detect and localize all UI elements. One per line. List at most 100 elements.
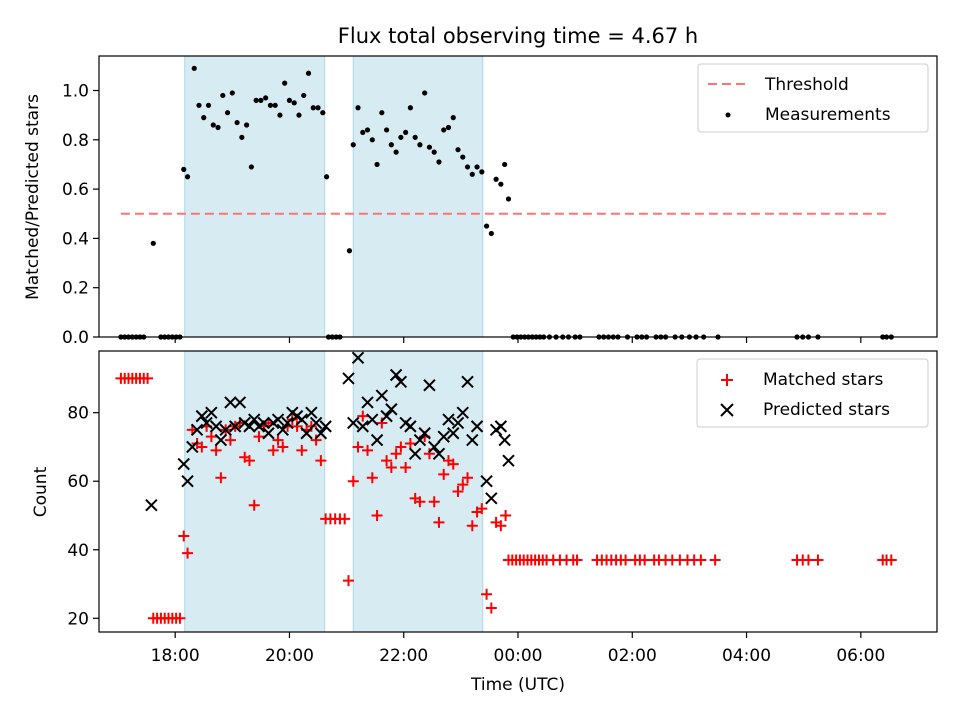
predicted-star-marker — [186, 440, 199, 454]
measurement-point — [196, 102, 202, 108]
shaded-interval — [184, 350, 326, 633]
predicted-star-marker — [494, 420, 508, 433]
matched-star-marker — [390, 448, 402, 460]
predicted-star-marker — [271, 413, 285, 426]
legend-matched-swatch — [721, 374, 733, 386]
x-tick-label: 18:00 — [151, 646, 200, 666]
matched-star-marker — [457, 479, 469, 491]
measurement-point — [267, 102, 274, 108]
matched-star-marker — [433, 516, 445, 528]
predicted-star-marker — [480, 475, 493, 488]
measurement-point — [253, 97, 259, 103]
matched-star-marker — [495, 520, 507, 532]
matched-star-marker — [452, 486, 464, 497]
matched-star-marker — [571, 554, 583, 566]
predicted-star-marker — [145, 498, 158, 512]
x-tick-label: 00:00 — [494, 646, 543, 666]
bottom-shaded-bands — [184, 350, 484, 633]
measurement-point — [296, 112, 302, 118]
measurement-point — [248, 164, 254, 170]
predicted-star-marker — [190, 423, 204, 437]
measurement-point — [369, 137, 375, 143]
measurement-point — [498, 181, 504, 187]
measurement-point — [407, 105, 413, 111]
measurement-point — [150, 240, 156, 246]
predicted-star-marker — [394, 375, 408, 389]
top-legend-frame — [697, 63, 929, 133]
matched-star-marker — [462, 472, 474, 484]
matched-star-marker — [400, 462, 412, 474]
measurement-point — [346, 248, 353, 254]
measurement-point — [229, 90, 235, 96]
x-axis-label: Time (UTC) — [470, 675, 565, 695]
y-tick-label: 0.6 — [62, 180, 89, 200]
predicted-star-marker — [309, 416, 323, 430]
measurement-point — [426, 144, 433, 150]
y-tick-label: 0.2 — [62, 279, 89, 299]
measurement-point — [417, 142, 423, 148]
predicted-star-marker — [356, 420, 369, 433]
y-tick-label: 0.0 — [62, 328, 89, 348]
legend-measurements-label: Measurements — [765, 105, 891, 125]
matched-star-marker — [291, 420, 303, 432]
measurement-point — [460, 154, 466, 160]
matched-star-marker — [342, 575, 354, 587]
measurement-point — [184, 174, 191, 180]
count-points — [115, 351, 897, 624]
measurement-point — [201, 115, 207, 121]
matched-star-marker — [253, 431, 265, 443]
x-tick-label: 04:00 — [722, 646, 771, 666]
measurement-point — [301, 92, 307, 99]
measurement-point — [469, 171, 475, 177]
matched-star-marker — [310, 434, 322, 446]
predicted-star-marker — [408, 447, 422, 461]
matched-star-marker — [485, 602, 497, 614]
matched-star-marker — [812, 554, 824, 566]
matched-star-marker — [347, 475, 359, 487]
predicted-star-marker — [437, 430, 450, 443]
predicted-star-marker — [427, 440, 441, 454]
bottom-y-axis: 20 40 60 80 — [67, 404, 99, 629]
shaded-interval — [184, 55, 326, 338]
measurement-point — [305, 70, 312, 76]
matched-star-marker — [447, 458, 459, 470]
predicted-star-marker — [461, 375, 474, 389]
measurement-point — [436, 159, 442, 165]
predicted-star-marker — [319, 420, 332, 433]
matched-star-marker — [272, 434, 284, 446]
measurement-point — [220, 92, 226, 99]
matched-star-marker — [366, 472, 378, 484]
measurement-point — [450, 115, 456, 121]
matched-star-marker — [210, 444, 222, 456]
predicted-star-marker — [177, 457, 190, 471]
predicted-star-marker — [195, 409, 209, 423]
predicted-star-marker — [502, 454, 515, 467]
predicted-star-marker — [404, 420, 417, 433]
matched-star-marker — [142, 372, 154, 384]
matched-star-marker — [178, 530, 190, 542]
matched-star-marker — [381, 455, 393, 467]
y-tick-label: 20 — [67, 609, 89, 629]
y-tick-label: 40 — [67, 541, 89, 561]
predicted-star-marker — [366, 413, 379, 426]
predicted-star-marker — [200, 416, 213, 430]
matched-star-marker — [395, 441, 407, 453]
measurement-point — [191, 65, 197, 71]
predicted-star-marker — [257, 416, 270, 430]
matched-star-marker — [267, 444, 279, 456]
matched-star-marker — [476, 503, 488, 515]
predicted-star-marker — [418, 427, 431, 440]
predicted-star-marker — [470, 420, 484, 433]
predicted-star-marker — [351, 351, 365, 365]
matched-star-marker — [243, 455, 255, 467]
matched-star-marker — [215, 472, 227, 484]
matched-star-marker — [277, 441, 289, 453]
matched-star-marker — [248, 499, 260, 511]
predicted-star-marker — [205, 406, 218, 419]
predicted-star-marker — [262, 427, 275, 440]
predicted-star-marker — [305, 406, 318, 419]
measurement-point — [488, 230, 494, 237]
matched-star-marker — [362, 444, 374, 456]
legend-threshold-label: Threshold — [764, 75, 849, 95]
predicted-star-marker — [295, 413, 309, 426]
